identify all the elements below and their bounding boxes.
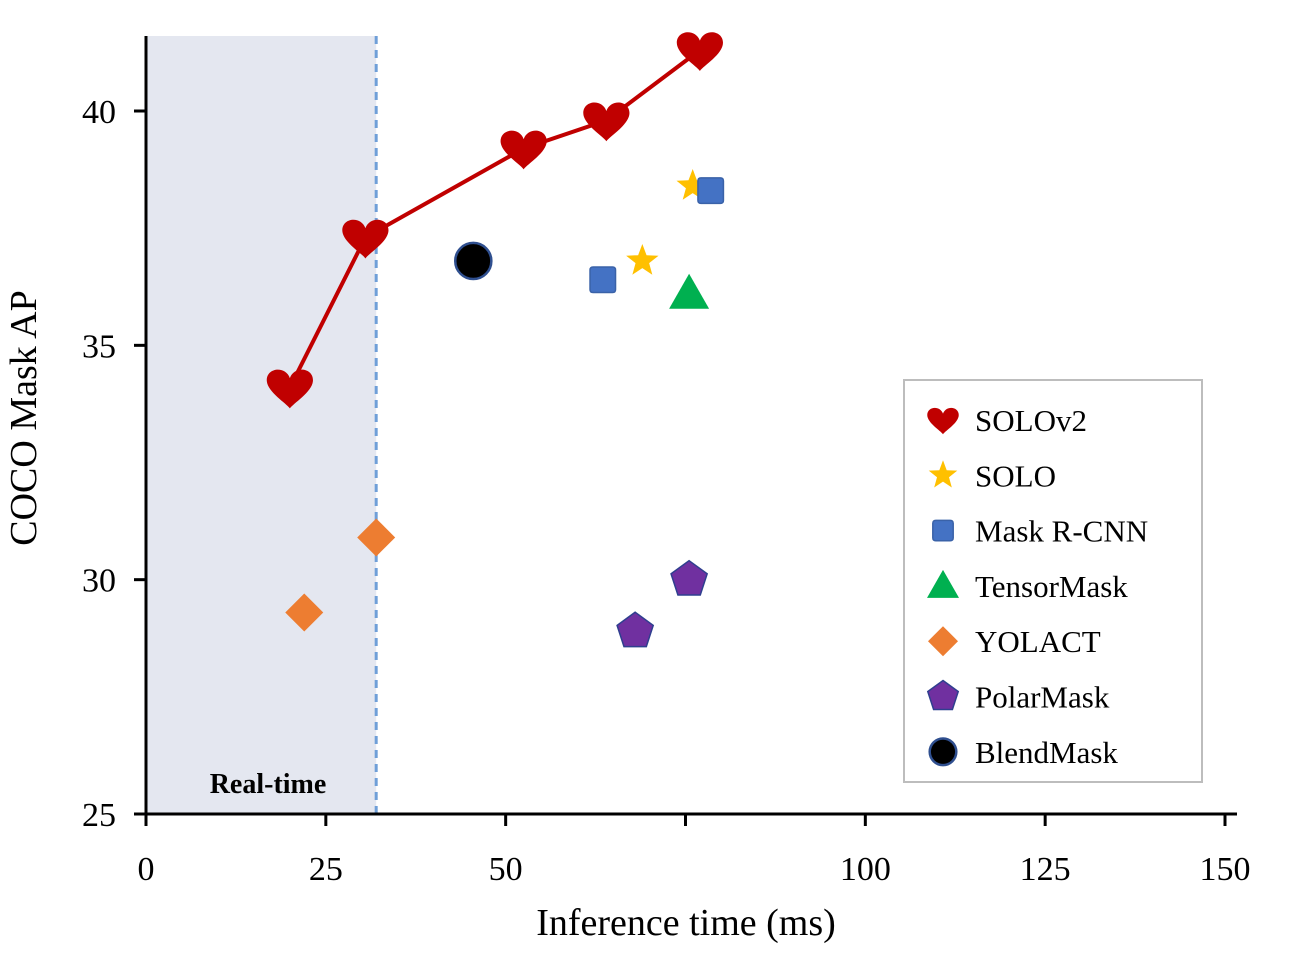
- data-point: [453, 241, 493, 281]
- series-solo: [626, 168, 709, 275]
- legend-item: TensorMask: [927, 569, 1128, 604]
- legend-marker: [932, 519, 954, 542]
- series-tensormask: [669, 273, 710, 309]
- x-tick-label: 150: [1200, 851, 1251, 888]
- x-tick-label: 50: [489, 851, 523, 888]
- legend-label: SOLOv2: [975, 403, 1087, 438]
- data-point: [342, 219, 389, 259]
- data-point: [669, 273, 710, 309]
- series-polarmask: [616, 559, 709, 648]
- data-point: [676, 168, 709, 200]
- legend-marker: [926, 679, 960, 711]
- series-solov2: [266, 32, 723, 409]
- data-point: [670, 559, 709, 596]
- real-time-region: [146, 36, 377, 814]
- y-axis-title: COCO Mask AP: [3, 290, 45, 546]
- data-point: [285, 593, 324, 632]
- data-point: [357, 518, 396, 557]
- series-mask-r-cnn: [589, 177, 725, 294]
- data-point: [697, 177, 725, 205]
- legend-label: BlendMask: [975, 735, 1118, 770]
- legend-label: Mask R-CNN: [975, 514, 1148, 549]
- legend-item: PolarMask: [926, 679, 1110, 715]
- legend-item: Mask R-CNN: [932, 514, 1148, 549]
- legend-item: YOLACT: [928, 624, 1101, 659]
- data-point: [616, 611, 655, 648]
- legend-label: SOLO: [975, 458, 1056, 493]
- x-tick-label: 125: [1020, 851, 1071, 888]
- y-tick-label: 40: [82, 94, 116, 131]
- legend-marker: [927, 569, 959, 598]
- data-point: [266, 369, 313, 409]
- data-point: [589, 266, 617, 294]
- data-point: [676, 32, 723, 71]
- series-yolact: [285, 518, 396, 632]
- legend-label: TensorMask: [975, 569, 1128, 604]
- legend-label: PolarMask: [975, 680, 1110, 715]
- legend-marker: [928, 737, 958, 767]
- x-tick-label: 25: [309, 851, 343, 888]
- legend: SOLOv2 SOLO Mask R-CNN TensorMask YOLACT Pola…: [903, 379, 1203, 783]
- y-tick-label: 35: [82, 328, 116, 365]
- legend-marker: [927, 407, 959, 435]
- data-point: [500, 130, 547, 170]
- series-blendmask: [453, 241, 493, 281]
- data-point: [583, 102, 630, 142]
- legend-item: SOLOv2: [927, 403, 1087, 438]
- legend-item: SOLO: [928, 458, 1056, 493]
- legend-label: YOLACT: [975, 624, 1101, 659]
- x-tick-label: 100: [840, 851, 891, 888]
- x-tick-label: 0: [138, 851, 155, 888]
- x-axis-title: Inference time (ms): [536, 902, 836, 944]
- y-tick-label: 25: [82, 797, 116, 834]
- legend-marker: [928, 626, 958, 657]
- real-time-label: Real-time: [210, 769, 327, 800]
- legend-marker: [928, 460, 958, 488]
- y-tick-label: 30: [82, 563, 116, 600]
- data-point: [626, 243, 659, 275]
- legend-item: BlendMask: [928, 735, 1118, 770]
- legend-box: [903, 379, 1203, 783]
